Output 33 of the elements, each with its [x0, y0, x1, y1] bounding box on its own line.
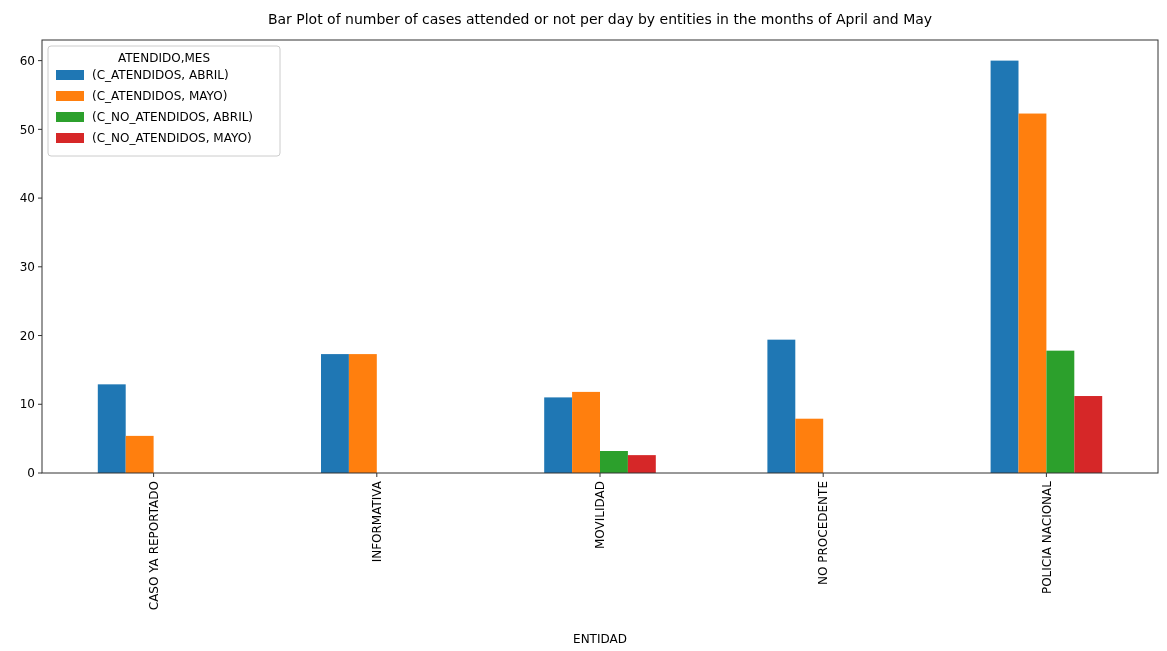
x-axis-title: ENTIDAD [573, 632, 627, 646]
bar [348, 354, 377, 473]
bar [990, 60, 1019, 473]
legend-label: (C_ATENDIDOS, ABRIL) [92, 68, 229, 83]
y-tick-label: 50 [19, 122, 35, 137]
bar [627, 455, 656, 473]
x-tick-label: INFORMATIVA [370, 480, 384, 563]
bar [1018, 113, 1047, 473]
bar [1074, 396, 1103, 473]
y-tick-label: 20 [19, 328, 35, 343]
legend-label: (C_NO_ATENDIDOS, MAYO) [92, 131, 252, 146]
bar [125, 435, 154, 473]
y-tick-label: 10 [19, 397, 35, 412]
bar [795, 418, 824, 473]
bar [767, 339, 796, 473]
chart-title: Bar Plot of number of cases attended or not per day by entities in the months of April and May [267, 11, 933, 27]
y-tick-label: 30 [19, 260, 35, 275]
x-tick-label: POLICIA NACIONAL [1039, 480, 1054, 595]
legend-title: ATENDIDO,MES [118, 51, 210, 65]
x-tick-label: MOVILIDAD [593, 481, 608, 550]
x-tick-label: NO PROCEDENTE [816, 481, 831, 585]
bar [97, 384, 126, 473]
y-tick-label: 60 [19, 53, 35, 68]
legend-label: (C_NO_ATENDIDOS, ABRIL) [92, 110, 254, 125]
y-tick-label: 0 [27, 466, 35, 481]
bar [1046, 350, 1075, 473]
bar [600, 451, 628, 473]
y-tick-label: 40 [19, 191, 35, 206]
bar [321, 354, 349, 473]
legend-label: (C_ATENDIDOS, MAYO) [92, 89, 228, 104]
bar [544, 397, 573, 473]
x-tick-label: CASO YA REPORTADO [146, 481, 161, 611]
bar [572, 391, 600, 473]
